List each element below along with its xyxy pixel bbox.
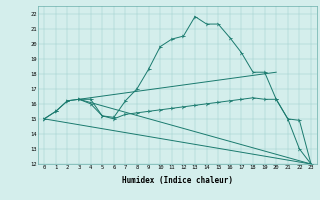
X-axis label: Humidex (Indice chaleur): Humidex (Indice chaleur) (122, 176, 233, 185)
